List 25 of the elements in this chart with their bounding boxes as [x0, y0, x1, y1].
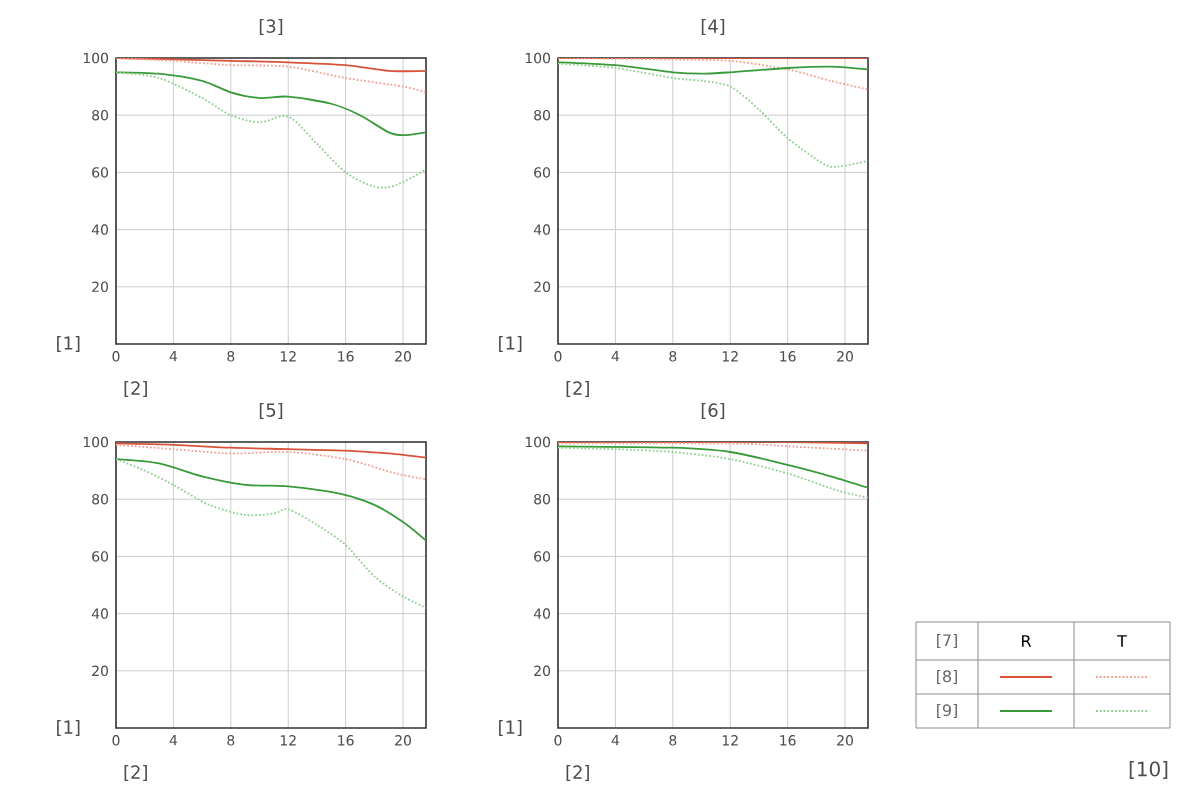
line-series: [558, 57, 869, 91]
line-series: [116, 71, 426, 189]
line-series: [116, 442, 426, 459]
line-series: [116, 57, 426, 94]
line-series: [116, 458, 426, 542]
line-series: [558, 62, 869, 168]
line-series: [116, 71, 426, 137]
chart-title: [6]: [701, 403, 725, 420]
line-series: [116, 57, 426, 73]
x-axis-title: [2]: [124, 765, 147, 782]
text: [10]: [1129, 761, 1168, 779]
y-axis-title: [1]: [57, 720, 80, 737]
line-series: [116, 443, 426, 481]
chart-title: [3]: [259, 19, 283, 36]
x-axis-title: [2]: [566, 381, 589, 398]
y-axis-title: [1]: [499, 720, 522, 737]
line-series: [558, 445, 869, 489]
x-axis-title: [2]: [124, 381, 147, 398]
chart-title: [5]: [259, 403, 283, 420]
line-series: [116, 458, 426, 609]
line-series: [558, 446, 869, 499]
y-axis-title: [1]: [57, 336, 80, 352]
y-axis-title: [1]: [499, 336, 522, 352]
x-axis-title: [2]: [566, 765, 589, 782]
chart-title: [4]: [701, 19, 725, 36]
